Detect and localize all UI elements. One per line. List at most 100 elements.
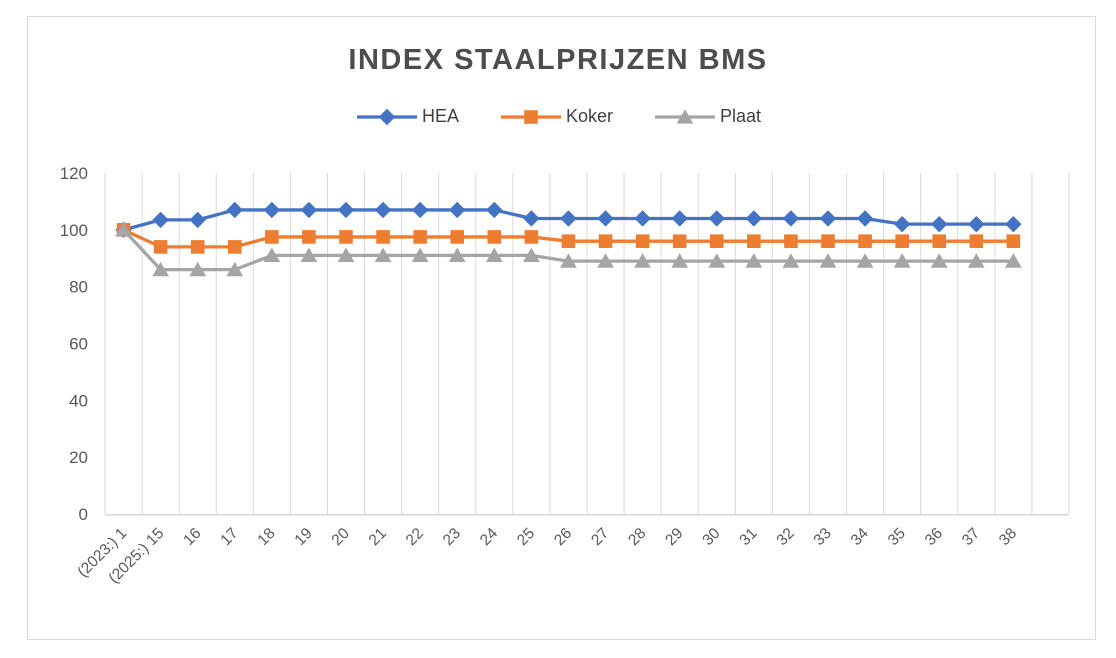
legend-marker-diamond-icon <box>356 108 417 125</box>
chart-frame <box>27 16 1096 640</box>
legend-label: Plaat <box>720 106 762 126</box>
triangle-marker <box>448 247 466 263</box>
triangle-marker <box>152 261 170 277</box>
square-marker <box>932 234 947 248</box>
triangle-marker <box>485 247 503 263</box>
triangle-marker <box>893 253 911 268</box>
triangle-marker <box>708 253 726 268</box>
triangle-marker <box>226 261 244 277</box>
y-axis-tick-label: 100 <box>60 221 88 240</box>
series-hea <box>115 201 1022 239</box>
triangle-marker <box>115 222 132 237</box>
x-axis-tick-label: 25 <box>514 525 538 549</box>
legend-marker-triangle-icon <box>655 108 715 124</box>
diamond-marker <box>782 210 800 227</box>
legend-item-koker: Koker <box>499 106 613 127</box>
triangle-marker <box>967 253 985 268</box>
square-marker <box>1006 234 1021 248</box>
x-axis-tick-label: 22 <box>403 525 427 549</box>
x-axis-tick-label: 23 <box>440 525 464 549</box>
triangle-marker <box>300 247 318 263</box>
chart-title: INDEX STAALPRIJZEN BMS <box>348 44 768 76</box>
square-marker <box>190 240 205 254</box>
diamond-marker <box>486 201 503 219</box>
x-axis-tick-label: 35 <box>885 525 909 549</box>
legend-label: Koker <box>565 106 613 126</box>
x-axis-tick-label: 16 <box>180 525 204 549</box>
square-marker <box>524 109 538 124</box>
square-marker <box>450 230 465 244</box>
diamond-marker <box>300 201 318 219</box>
square-marker <box>598 234 613 248</box>
x-axis-tick-label: 29 <box>662 525 686 549</box>
square-marker <box>784 234 798 248</box>
x-axis-tick-label: 19 <box>292 525 316 549</box>
square-marker <box>895 234 909 248</box>
triangle-marker <box>676 108 694 124</box>
triangle-marker <box>411 247 429 263</box>
x-axis-tick-label: 37 <box>959 525 983 549</box>
legend-marker-square-icon <box>500 109 561 124</box>
square-marker <box>487 230 502 244</box>
square-marker <box>339 230 353 244</box>
diamond-marker <box>745 210 763 227</box>
diamond-marker <box>708 210 725 227</box>
square-marker <box>821 234 835 248</box>
triangle-marker <box>189 261 207 277</box>
x-axis-tick-label: 36 <box>922 525 946 549</box>
triangle-marker <box>597 253 614 268</box>
x-axis-tick-label: 20 <box>329 525 353 549</box>
diamond-marker <box>819 210 837 227</box>
x-axis-tick-label: 33 <box>811 525 835 549</box>
legend-label: HEA <box>421 106 459 126</box>
diamond-marker <box>856 210 874 227</box>
square-marker <box>413 230 427 244</box>
square-marker <box>524 230 539 244</box>
diamond-marker <box>523 210 540 227</box>
triangle-marker <box>374 247 392 263</box>
diamond-marker <box>968 215 985 233</box>
diamond-marker <box>634 210 651 227</box>
y-axis-tick-label: 120 <box>60 164 88 183</box>
y-axis-tick-label: 40 <box>69 391 88 410</box>
x-axis-tick-label: 38 <box>996 525 1020 549</box>
diamond-marker <box>152 211 169 229</box>
x-axis-tick-label: 24 <box>477 525 501 549</box>
square-marker <box>302 230 316 244</box>
legend-item-plaat: Plaat <box>653 106 761 127</box>
y-axis-tick-label: 60 <box>69 335 88 354</box>
triangle-marker <box>522 247 540 263</box>
diamond-marker <box>931 215 948 233</box>
triangle-marker <box>634 253 652 268</box>
triangle-marker <box>856 253 874 268</box>
square-marker <box>969 234 984 248</box>
x-axis-tick-label: 32 <box>774 525 798 549</box>
series-plaat <box>115 222 1022 277</box>
y-axis-tick-label: 20 <box>69 448 88 467</box>
triangle-marker <box>671 253 689 268</box>
square-marker <box>376 230 390 244</box>
diamond-marker <box>560 210 577 227</box>
square-marker <box>672 234 687 248</box>
diamond-marker <box>671 210 688 227</box>
diamond-marker <box>597 210 614 227</box>
diamond-marker <box>374 201 392 219</box>
square-marker <box>561 234 576 248</box>
square-marker <box>227 240 242 254</box>
square-marker <box>635 234 650 248</box>
chart-legend: HEA Koker Plaat <box>0 106 1116 127</box>
x-axis-tick-label: 26 <box>551 525 575 549</box>
triangle-marker <box>263 247 281 263</box>
diamond-marker <box>337 201 355 219</box>
square-marker <box>747 234 761 248</box>
x-axis-tick-label: 17 <box>217 525 241 549</box>
x-axis-tick-label: 21 <box>366 525 390 549</box>
square-marker <box>153 240 168 254</box>
triangle-marker <box>819 253 837 268</box>
triangle-marker <box>930 253 948 268</box>
triangle-marker <box>337 247 355 263</box>
x-axis-tick-label: 34 <box>848 525 872 549</box>
diamond-marker <box>411 201 429 219</box>
